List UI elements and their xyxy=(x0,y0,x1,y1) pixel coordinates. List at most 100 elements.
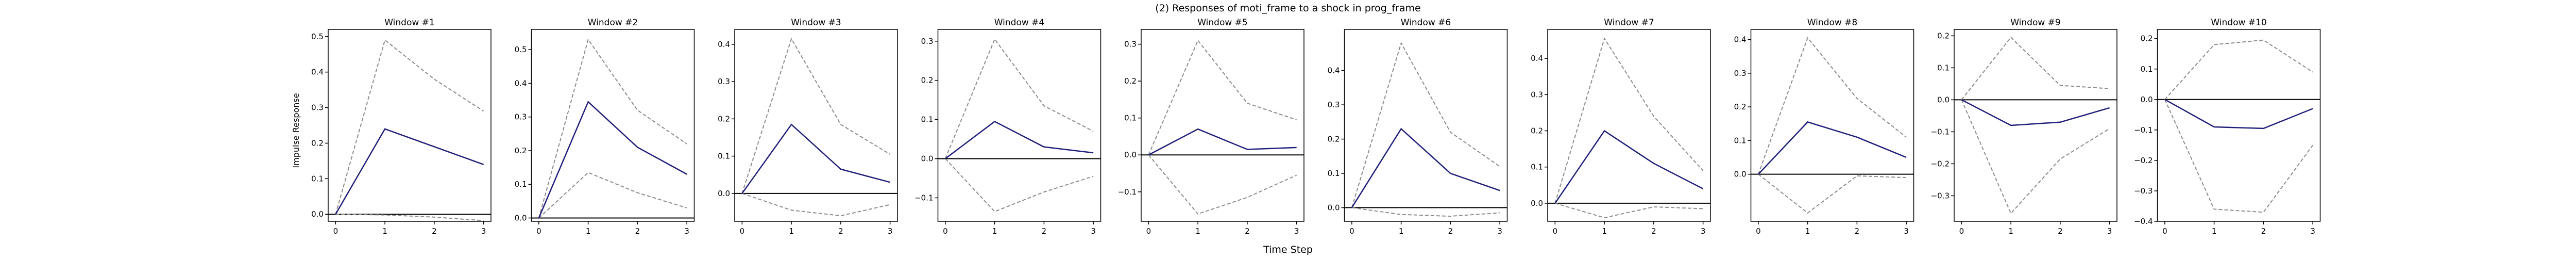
x-tick-label: 3 xyxy=(2310,227,2315,236)
y-tick-label: 0.0 xyxy=(1531,199,1543,208)
y-tick-label: 0.0 xyxy=(718,189,730,198)
x-tick-label: 1 xyxy=(2212,227,2217,236)
y-tick-label: 0.3 xyxy=(1124,40,1137,49)
panel-6: Window #6 0 1 2 3 0.0 0.1 0.2 0.3 0.4 xyxy=(1328,18,1508,236)
x-tick-label: 2 xyxy=(2261,227,2266,236)
axes-frame xyxy=(1547,29,1711,222)
y-tick-label: −0.1 xyxy=(1118,187,1137,197)
x-tick-label: 0 xyxy=(1146,227,1151,236)
panel-1: Window #1 0 1 2 3 0.0 0.1 0.2 0.3 0.4 0.5 xyxy=(311,18,492,236)
y-tick-label: 0.1 xyxy=(1531,163,1543,172)
y-tick-label: −0.1 xyxy=(2134,125,2153,135)
y-tick-label: 0.2 xyxy=(311,138,324,148)
x-tick-label: 1 xyxy=(1195,227,1200,236)
y-tick-label: 0.3 xyxy=(718,77,730,86)
axes-frame xyxy=(1954,29,2117,222)
y-tick-label: −0.1 xyxy=(1931,127,1950,136)
upper-ci-line xyxy=(944,38,1094,159)
x-tick-label: 3 xyxy=(1701,227,1706,236)
y-tick-label: 0.2 xyxy=(1531,126,1543,136)
y-tick-label: −0.4 xyxy=(2134,217,2153,226)
y-tick-label: 0.4 xyxy=(1531,54,1543,63)
upper-ci-line xyxy=(1148,39,1297,155)
y-tick-label: −0.1 xyxy=(914,193,933,202)
axes-frame xyxy=(1750,29,1914,222)
x-tick-label: 2 xyxy=(1042,227,1047,236)
x-tick-label: 2 xyxy=(1448,227,1453,236)
panel-2: Window #2 0 1 2 3 0.0 0.1 0.2 0.3 0.4 0.5 xyxy=(515,18,695,236)
x-tick-label: 1 xyxy=(1602,227,1607,236)
y-tick-label: 0.1 xyxy=(1124,114,1137,123)
upper-ci-line xyxy=(335,39,484,215)
y-tick-label: −0.3 xyxy=(1931,191,1950,200)
x-tick-label: 2 xyxy=(2058,227,2063,236)
y-tick-label: 0.2 xyxy=(1734,102,1747,111)
irf-line xyxy=(1148,128,1297,156)
irf-line xyxy=(945,120,1094,159)
y-tick-label: 0.2 xyxy=(515,146,527,155)
y-tick-label: 0.1 xyxy=(718,152,730,161)
panel-title: Window #1 xyxy=(384,18,435,28)
lower-ci-line xyxy=(1758,173,1907,214)
y-tick-label: 0.1 xyxy=(1937,63,1950,72)
upper-ci-line xyxy=(1757,37,1907,174)
y-tick-label: 0.1 xyxy=(311,174,324,183)
x-tick-label: 2 xyxy=(1855,227,1860,236)
x-tick-label: 1 xyxy=(1805,227,1810,236)
lower-ci-line xyxy=(1555,202,1703,219)
y-tick-label: 0.4 xyxy=(1328,66,1340,75)
y-tick-label: 0.1 xyxy=(515,180,527,189)
axes-frame xyxy=(2157,29,2321,222)
x-axis-label: Time Step xyxy=(1263,244,1313,255)
panel-title: Window #9 xyxy=(2010,18,2061,28)
panel-title: Window #5 xyxy=(1197,18,1248,28)
x-tick-label: 0 xyxy=(1349,227,1354,236)
y-tick-label: 0.4 xyxy=(515,78,527,88)
axes-frame xyxy=(734,29,898,222)
y-tick-label: 0.0 xyxy=(515,213,527,222)
y-tick-label: 0.1 xyxy=(1328,169,1340,178)
y-tick-label: 0.2 xyxy=(1328,135,1340,144)
x-tick-label: 0 xyxy=(1959,227,1964,236)
y-tick-label: 0.4 xyxy=(311,68,324,77)
y-tick-label: 0.2 xyxy=(1937,31,1950,40)
y-tick-label: −0.3 xyxy=(2134,186,2153,196)
irf-line xyxy=(335,128,484,215)
axes-frame xyxy=(531,29,695,222)
panel-title: Window #4 xyxy=(994,18,1045,28)
irf-line xyxy=(1961,99,2110,126)
y-tick-label: 0.1 xyxy=(2141,64,2153,74)
panel-10: Window #10 0 1 2 3 −0.4 −0.3 −0.2 −0.1 0.0 0.1 0.2 xyxy=(2134,18,2321,236)
y-tick-label: 0.3 xyxy=(1531,90,1543,99)
panel-title: Window #2 xyxy=(588,18,638,28)
x-tick-label: 0 xyxy=(740,227,745,236)
y-axis-label: Impulse Response xyxy=(291,93,301,168)
x-tick-label: 3 xyxy=(1497,227,1502,236)
axes-frame xyxy=(937,29,1101,222)
y-tick-label: −0.2 xyxy=(1931,159,1950,168)
lower-ci-line xyxy=(1961,100,2110,215)
y-tick-label: 0.0 xyxy=(2141,95,2153,104)
y-tick-label: 0.0 xyxy=(311,209,324,219)
y-tick-label: 0.1 xyxy=(921,115,934,124)
x-tick-label: 0 xyxy=(943,227,948,236)
y-tick-label: 0.2 xyxy=(921,76,934,85)
lower-ci-line xyxy=(742,192,890,217)
lower-ci-line xyxy=(538,172,687,219)
lower-ci-line xyxy=(335,214,484,221)
y-tick-label: 0.0 xyxy=(1734,170,1747,179)
y-tick-label: 0.2 xyxy=(2141,34,2153,43)
upper-ci-line xyxy=(1351,42,1500,208)
panel-title: Window #10 xyxy=(2211,18,2266,28)
irf-line xyxy=(1554,130,1704,204)
x-tick-label: 1 xyxy=(2008,227,2013,236)
x-tick-label: 0 xyxy=(1553,227,1558,236)
y-tick-label: 0.5 xyxy=(311,32,324,41)
panel-title: Window #6 xyxy=(1401,18,1451,28)
lower-ci-line xyxy=(2164,99,2313,213)
y-tick-label: 0.2 xyxy=(718,114,730,123)
x-tick-label: 2 xyxy=(838,227,843,236)
y-tick-label: 0.1 xyxy=(1734,136,1747,145)
y-tick-label: 0.0 xyxy=(1328,203,1340,212)
